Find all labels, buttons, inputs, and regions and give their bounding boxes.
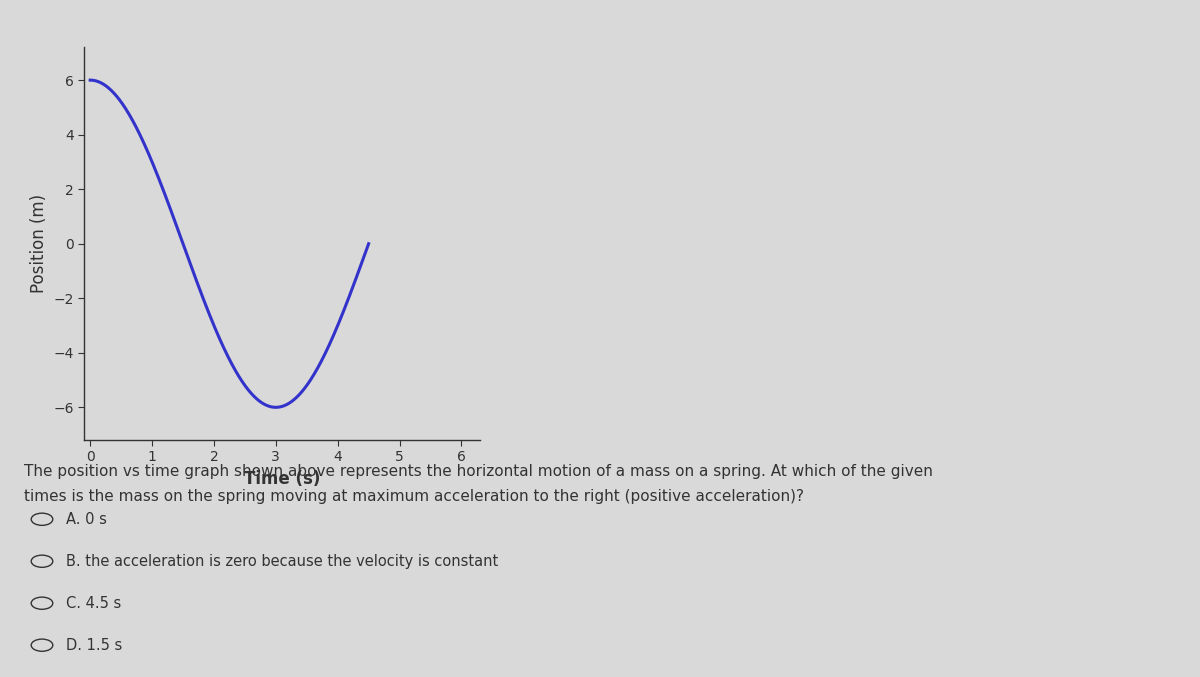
Text: B. the acceleration is zero because the velocity is constant: B. the acceleration is zero because the … bbox=[66, 554, 498, 569]
Text: C. 4.5 s: C. 4.5 s bbox=[66, 596, 121, 611]
Y-axis label: Position (m): Position (m) bbox=[30, 194, 48, 293]
X-axis label: Time (s): Time (s) bbox=[244, 470, 320, 488]
Text: The position vs time graph shown above represents the horizontal motion of a mas: The position vs time graph shown above r… bbox=[24, 464, 932, 479]
Text: times is the mass on the spring moving at maximum acceleration to the right (pos: times is the mass on the spring moving a… bbox=[24, 489, 804, 504]
Text: D. 1.5 s: D. 1.5 s bbox=[66, 638, 122, 653]
Text: A. 0 s: A. 0 s bbox=[66, 512, 107, 527]
